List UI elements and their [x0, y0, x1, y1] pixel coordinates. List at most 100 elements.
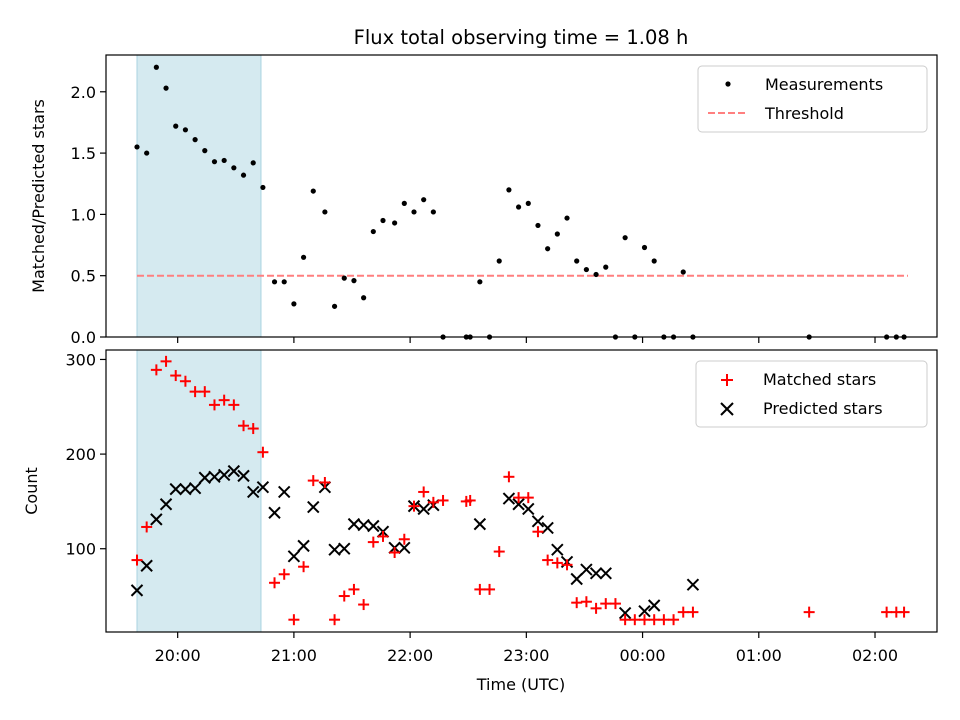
- predicted-point: [338, 542, 351, 555]
- shaded-region: [136, 54, 262, 338]
- measurement-point: [231, 165, 237, 171]
- measurement-point: [211, 159, 218, 165]
- matched-point: [238, 420, 250, 432]
- measurement-point: [535, 222, 541, 229]
- measurement-point: [515, 204, 522, 210]
- measurement-point: [680, 269, 686, 275]
- measurement-point: [583, 266, 589, 273]
- matched-point: [131, 554, 143, 566]
- predicted-point: [297, 539, 310, 553]
- measurement-point: [341, 275, 347, 281]
- measurement-point: [134, 144, 140, 150]
- matched-point: [571, 597, 583, 609]
- legend-threshold: Threshold: [764, 104, 844, 123]
- predicted-point: [208, 470, 221, 484]
- measurement-point: [411, 209, 417, 215]
- matched-point: [189, 386, 201, 398]
- measurement-point: [651, 258, 657, 264]
- bottom-ytick-label: 300: [65, 350, 96, 369]
- measurement-point: [300, 254, 307, 260]
- measurement-point: [401, 200, 407, 206]
- bottom-ytick-label: 100: [65, 540, 96, 559]
- matched-point: [408, 500, 420, 512]
- measurement-point: [392, 220, 398, 226]
- top-ytick-label: 0.5: [71, 267, 96, 286]
- measurement-point: [554, 231, 560, 237]
- predicted-point: [367, 519, 380, 533]
- matched-point: [348, 583, 360, 595]
- matched-point: [619, 614, 631, 626]
- measurement-point: [361, 295, 367, 301]
- measurement-point: [202, 148, 208, 154]
- measurement-point: [421, 197, 427, 203]
- top-legend: Measurements Threshold: [697, 65, 928, 133]
- matched-point: [298, 561, 310, 573]
- bottom-axes-frame: [105, 349, 938, 633]
- measurement-point: [250, 160, 256, 166]
- top-ytick-label: 1.5: [71, 144, 96, 163]
- matched-point: [179, 375, 191, 387]
- top-panel: 0.00.51.01.52.0 Matched/Predicted stars …: [29, 54, 938, 347]
- measurement-point: [593, 271, 599, 278]
- predicted-point: [512, 498, 525, 511]
- measurement-point: [182, 127, 189, 133]
- measurement-point: [574, 258, 580, 264]
- matched-point: [218, 394, 230, 406]
- predicted-point: [227, 464, 241, 478]
- matched-point: [493, 546, 505, 558]
- predicted-point: [287, 550, 301, 563]
- predicted-point: [237, 469, 250, 483]
- top-ytick-label: 2.0: [71, 83, 96, 102]
- legend-plus-icon: [721, 374, 733, 386]
- predicted-point: [188, 481, 202, 495]
- measurement-point: [331, 303, 338, 309]
- matched-point: [658, 614, 670, 626]
- predicted-point: [417, 502, 430, 516]
- matched-point: [629, 614, 641, 626]
- matched-point: [377, 530, 389, 542]
- measurement-point: [173, 123, 179, 129]
- matched-point: [160, 355, 172, 367]
- bottom-xlabel: Time (UTC): [476, 675, 565, 694]
- measurement-point: [271, 279, 278, 285]
- measurement-point: [260, 184, 266, 191]
- legend-predicted: Predicted stars: [763, 399, 883, 418]
- measurement-point: [496, 258, 502, 264]
- measurement-point: [622, 235, 628, 241]
- predicted-point: [589, 567, 603, 580]
- matched-point: [288, 614, 300, 626]
- bottom-xtick-label: 21:00: [271, 646, 317, 665]
- matched-point: [609, 598, 621, 610]
- top-ytick-label: 0.0: [71, 328, 96, 347]
- matched-point: [687, 606, 699, 618]
- bottom-panel: 100 200 300 20:00 21:00 22:00 23:00 00:00 01:00…: [22, 349, 938, 694]
- predicted-point: [159, 498, 173, 511]
- matched-point: [418, 486, 430, 498]
- predicted-point: [473, 517, 487, 531]
- measurement-point: [322, 209, 328, 215]
- matched-point: [532, 526, 544, 538]
- measurement-point: [163, 85, 169, 91]
- predicted-point: [638, 604, 651, 618]
- predicted-point: [150, 513, 163, 526]
- measurement-point: [477, 279, 483, 285]
- top-ylabel: Matched/Predicted stars: [29, 99, 48, 293]
- matched-point: [677, 606, 689, 618]
- matched-point: [319, 476, 331, 488]
- matched-point: [257, 446, 269, 458]
- matched-point: [639, 614, 651, 626]
- measurement-point: [281, 279, 287, 285]
- measurement-point: [221, 157, 227, 164]
- matched-point: [542, 554, 554, 566]
- measurement-point: [545, 246, 551, 252]
- matched-point: [600, 598, 612, 610]
- matched-point: [199, 386, 211, 398]
- matched-point: [427, 496, 439, 508]
- matched-point: [580, 596, 592, 608]
- bottom-xtick-label: 23:00: [503, 646, 549, 665]
- predicted-point: [217, 468, 231, 482]
- matched-point: [437, 494, 449, 506]
- measurement-point: [192, 137, 198, 143]
- measurement-point: [506, 187, 512, 193]
